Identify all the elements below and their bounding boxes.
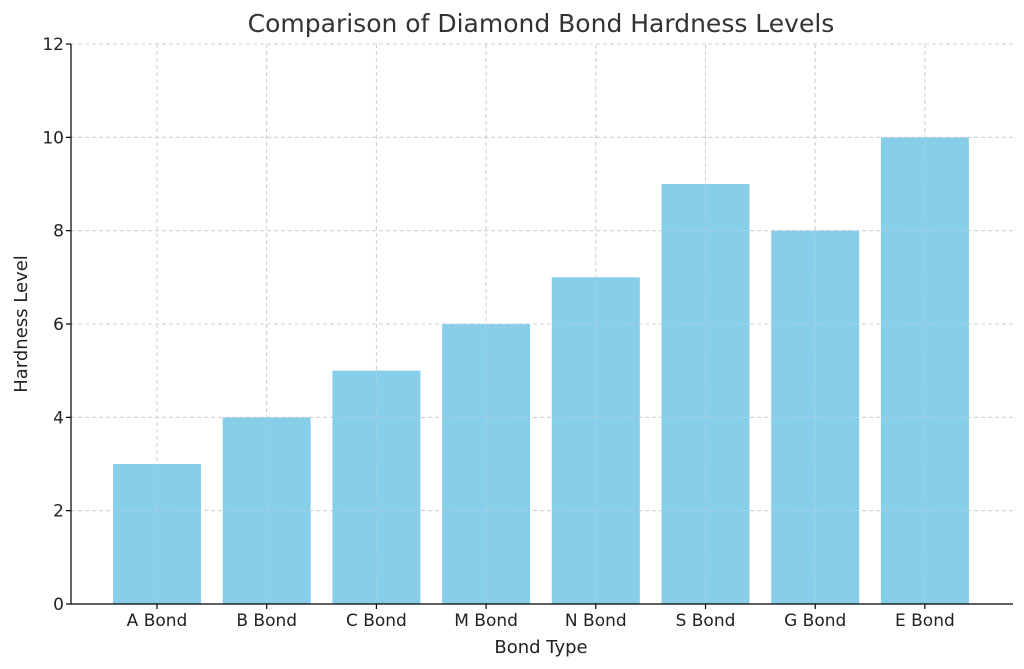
x-tick-label: C Bond xyxy=(346,611,407,631)
chart-title: Comparison of Diamond Bond Hardness Leve… xyxy=(248,9,835,38)
y-axis-label: Hardness Level xyxy=(11,255,32,393)
x-axis-label: Bond Type xyxy=(494,637,587,658)
x-tick-label: B Bond xyxy=(236,611,297,631)
y-tick-labels: 0 2 4 6 8 10 12 xyxy=(42,35,64,615)
axes xyxy=(66,43,1013,609)
y-tick-label: 10 xyxy=(42,128,64,148)
x-tick-label: A Bond xyxy=(127,611,188,631)
x-tick-label: E Bond xyxy=(895,611,955,631)
x-tick-labels: A Bond B Bond C Bond M Bond N Bond S Bond G Bo… xyxy=(127,611,955,631)
y-tick-label: 2 xyxy=(53,502,64,522)
x-tick-label: N Bond xyxy=(565,611,627,631)
x-tick-label: S Bond xyxy=(676,611,736,631)
x-tick-label: M Bond xyxy=(454,611,518,631)
y-tick-label: 0 xyxy=(53,595,64,615)
y-tick-label: 12 xyxy=(42,35,64,55)
bar-series xyxy=(113,137,969,605)
y-tick-label: 8 xyxy=(53,222,64,242)
y-tick-label: 4 xyxy=(53,408,64,428)
grid-lines-overlay xyxy=(71,43,1013,605)
y-tick-label: 6 xyxy=(53,315,64,335)
x-tick-label: G Bond xyxy=(784,611,846,631)
